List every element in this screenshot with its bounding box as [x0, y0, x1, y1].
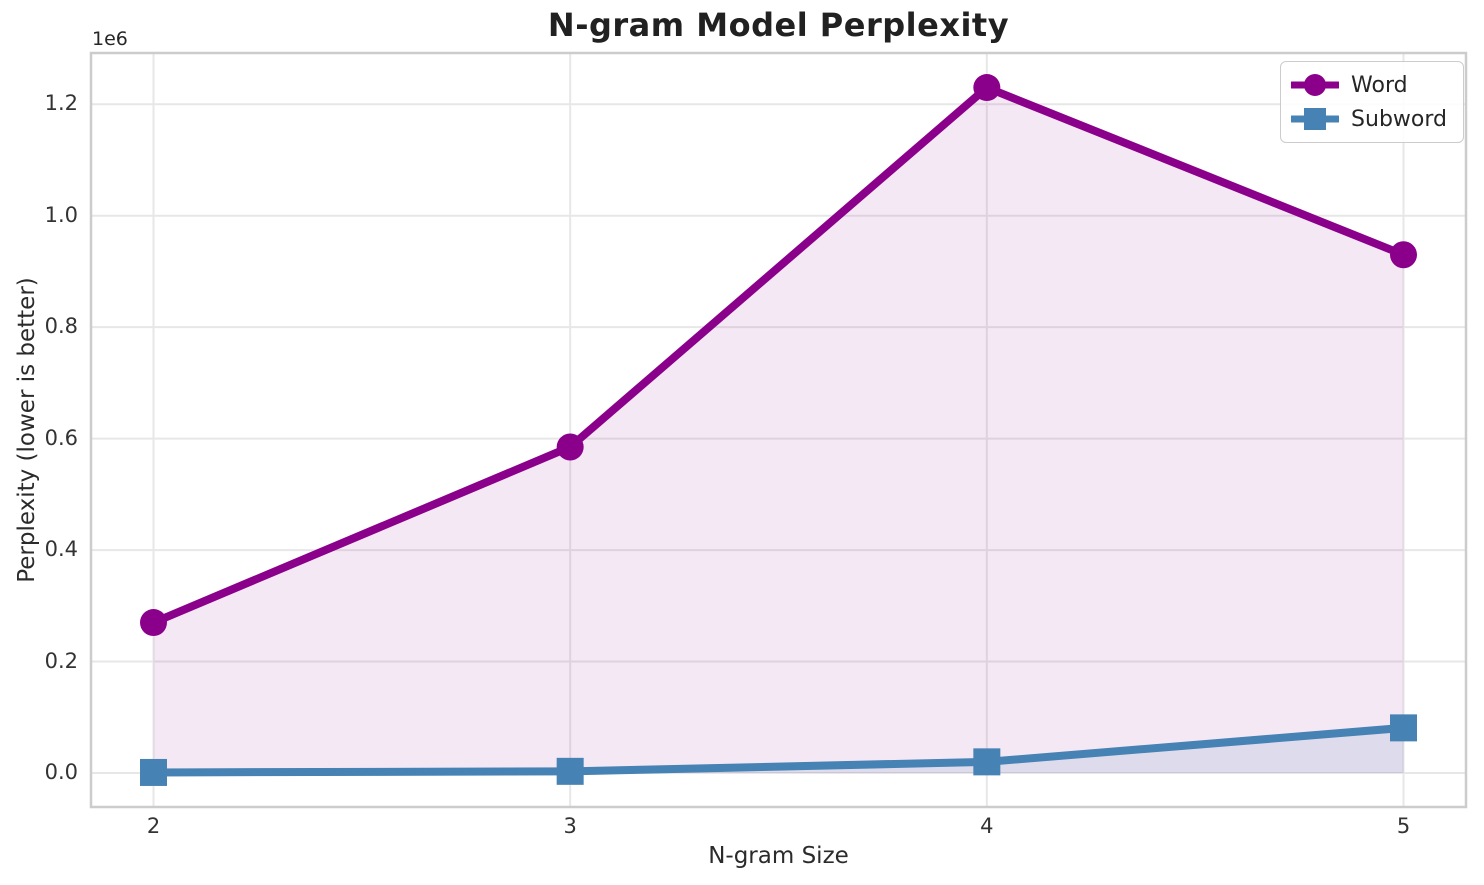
legend-sample-marker: [1304, 74, 1327, 96]
legend-label-word: Word: [1351, 72, 1408, 98]
y-tick-label: 0.6: [44, 425, 78, 450]
y-tick-label: 0.4: [44, 537, 78, 562]
series-fill-subword: [153, 727, 1404, 774]
y-tick-label: 0.8: [44, 314, 78, 339]
series-fill-word: [153, 87, 1404, 774]
word-line-circle-marker-icon: [1291, 74, 1340, 96]
data-point-word: [556, 433, 584, 461]
data-point-word: [140, 609, 167, 637]
x-tick-label: 3: [563, 814, 577, 838]
data-point-subword: [556, 757, 584, 785]
data-point-subword: [1390, 714, 1417, 742]
legend-item-word: Word: [1291, 71, 1447, 99]
y-tick-label: 1.2: [44, 91, 78, 116]
y-tick-label: 1.0: [44, 202, 78, 227]
y-axis-offset-label: 1e6: [92, 28, 128, 50]
x-tick-label: 5: [1396, 814, 1411, 838]
data-point-subword: [140, 758, 167, 786]
subword-line-square-marker-icon: [1291, 108, 1340, 130]
data-point-word: [1390, 241, 1417, 269]
series-line-subword: [149, 723, 1408, 777]
chart-title: N-gram Model Perplexity: [547, 6, 1010, 44]
legend-label-subword: Subword: [1351, 106, 1447, 132]
x-axis-label: N-gram Size: [708, 843, 849, 869]
x-tick-label: 4: [980, 814, 994, 838]
x-tick-label: 2: [146, 814, 161, 838]
data-point-word: [973, 74, 1001, 102]
data-point-subword: [973, 748, 1001, 776]
series-line-word: [149, 83, 1408, 627]
axes-spine: [89, 51, 1468, 809]
legend: Word Subword: [1280, 61, 1464, 143]
y-tick-label: 0.2: [44, 648, 78, 673]
y-tick-label: 0.0: [44, 760, 78, 784]
legend-item-subword: Subword: [1291, 105, 1447, 133]
legend-sample-marker: [1304, 108, 1327, 130]
